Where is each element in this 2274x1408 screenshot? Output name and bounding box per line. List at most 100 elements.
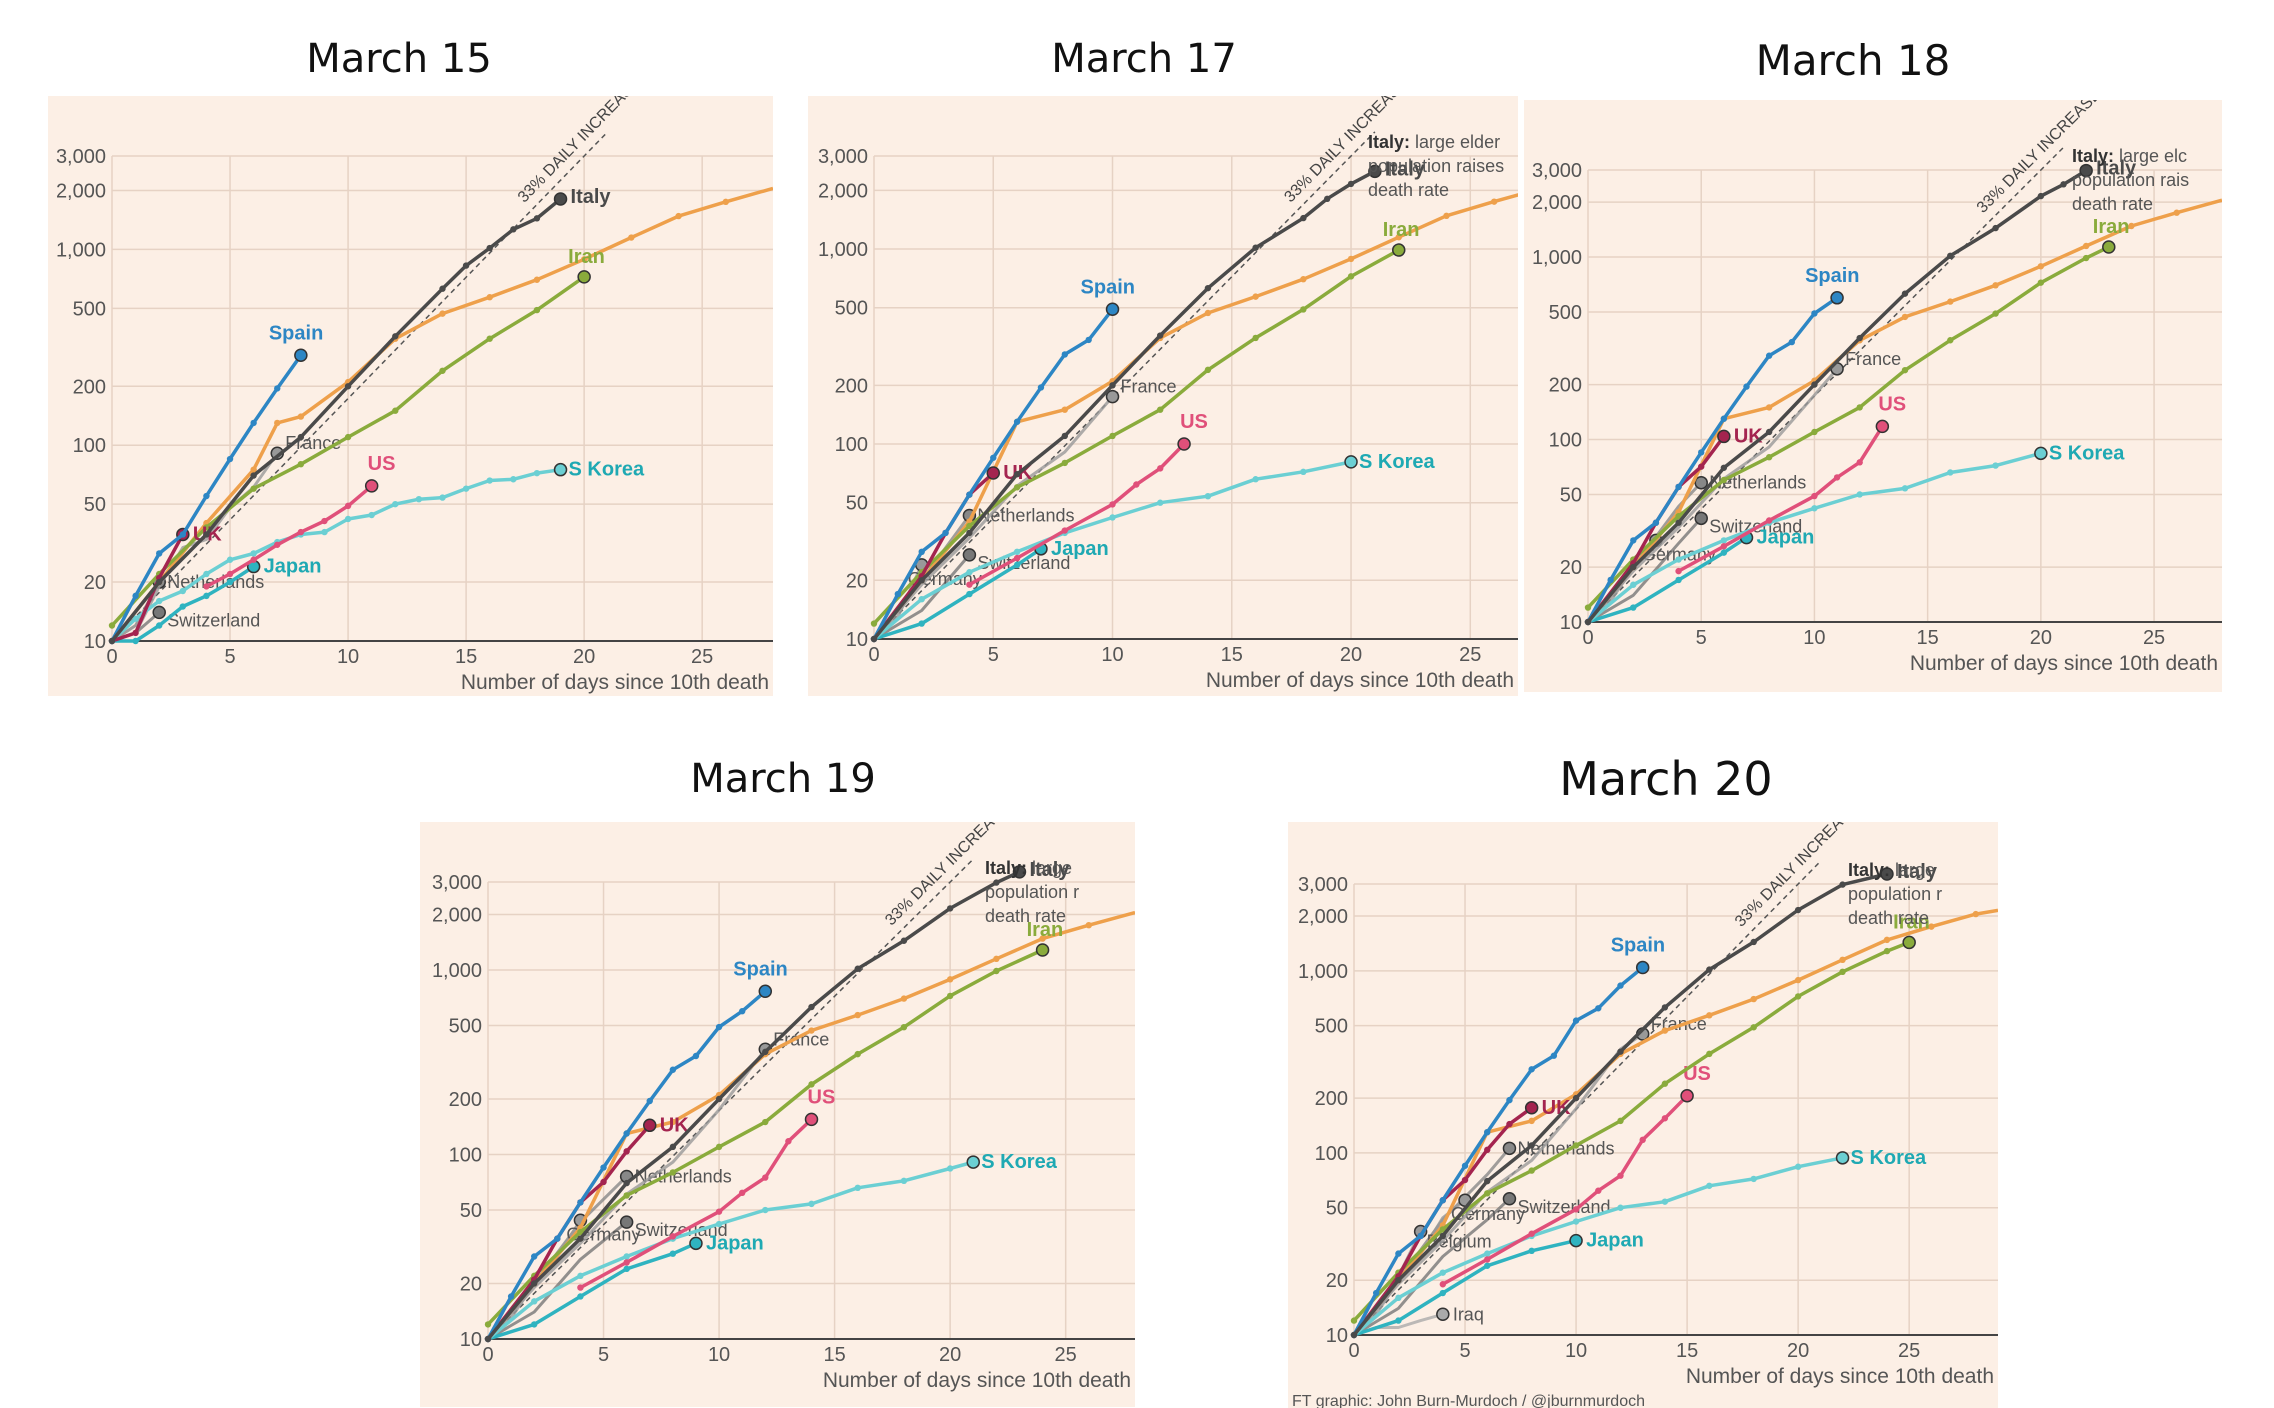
- data-point-iran: [1972, 910, 1979, 918]
- data-point-s-korea: [808, 1200, 815, 1208]
- y-tick-label: 200: [835, 375, 868, 397]
- data-point-italy: [510, 226, 517, 233]
- data-point-s-korea: [533, 469, 541, 477]
- data-point-iran-green: [966, 522, 973, 530]
- data-point-spain: [1439, 1197, 1447, 1204]
- y-tick-label: 10: [84, 631, 106, 653]
- endpoint-uk: [986, 466, 1001, 480]
- series-label-s-korea: S Korea: [1359, 451, 1435, 473]
- data-point-spain: [1506, 1096, 1513, 1104]
- data-point-us: [1811, 492, 1818, 500]
- data-point-s-korea: [1484, 1250, 1491, 1257]
- data-point-italy: [808, 1003, 815, 1011]
- data-point-iran-green: [715, 1143, 723, 1151]
- data-point-s-korea: [1811, 505, 1818, 512]
- y-tick-label: 2,000: [1532, 192, 1582, 214]
- y-tick-label: 3,000: [818, 146, 868, 168]
- data-point-s-korea: [531, 1298, 538, 1305]
- series-line-s-korea: [486, 1160, 974, 1341]
- data-point-us: [1484, 1256, 1491, 1263]
- data-point-iran-green: [623, 1192, 630, 1199]
- data-point-iran-green: [1061, 459, 1069, 467]
- data-point-japan: [918, 620, 925, 627]
- data-point-spain: [894, 590, 902, 598]
- data-point-italy: [1675, 519, 1682, 526]
- series-line-iran-green: [872, 248, 1400, 625]
- y-tick-label: 1,000: [56, 239, 106, 261]
- data-point-us: [1572, 1206, 1580, 1213]
- data-point-italy: [1323, 195, 1331, 203]
- x-tick-label: 25: [691, 646, 713, 668]
- data-point-iran-green: [762, 1118, 769, 1126]
- series-label-uk: UK: [1734, 425, 1763, 447]
- x-tick-label: 15: [1221, 644, 1243, 666]
- data-point-iran: [1883, 936, 1891, 944]
- y-tick-label: 50: [1326, 1198, 1348, 1220]
- series-label-us: US: [1878, 393, 1906, 415]
- endpoint-iran-green: [1902, 935, 1916, 950]
- data-point-iran: [1992, 282, 1999, 289]
- data-point-s-korea: [462, 485, 470, 492]
- data-point-spain: [918, 548, 925, 556]
- y-tick-label: 200: [1315, 1088, 1348, 1110]
- data-point-s-korea: [1157, 499, 1164, 506]
- data-point-italy: [623, 1179, 630, 1187]
- data-point-japan: [966, 590, 973, 598]
- data-point-iran: [1947, 298, 1954, 305]
- data-point-iran: [1085, 921, 1092, 929]
- data-point-us: [250, 556, 257, 563]
- data-point-iran-green: [344, 433, 352, 441]
- data-point-iran: [1839, 956, 1846, 964]
- series-label-spain: Spain: [269, 322, 323, 344]
- data-point-italy: [1013, 471, 1021, 478]
- data-point-italy: [715, 1095, 723, 1103]
- data-point-japan: [1528, 1247, 1535, 1255]
- data-point-us: [1528, 1230, 1535, 1237]
- data-point-iran: [1395, 233, 1402, 241]
- data-point-uk: [1698, 463, 1705, 470]
- endpoint-us: [804, 1112, 819, 1127]
- data-point-s-korea: [368, 511, 375, 519]
- y-tick-label: 1,000: [818, 239, 868, 261]
- y-tick-label: 10: [1326, 1325, 1348, 1347]
- series-label-iran-green: Iran: [568, 246, 605, 268]
- guide-line-33pct: [1587, 146, 2065, 623]
- italy-annotation-line: Italy: large elder: [1368, 132, 1500, 152]
- y-tick-label: 20: [1326, 1270, 1348, 1292]
- data-point-spain: [1765, 352, 1773, 359]
- series-line-spain: [1352, 966, 1644, 1336]
- data-point-iran: [628, 234, 635, 241]
- data-point-italy: [1109, 382, 1116, 389]
- data-point-spain: [507, 1293, 515, 1300]
- data-point-iran-green: [533, 306, 541, 314]
- endpoint-uk: [1717, 429, 1731, 444]
- data-point-iran-green: [1347, 273, 1355, 280]
- y-tick-label: 200: [1549, 375, 1582, 397]
- series-label-iran-green: Iran: [1893, 911, 1930, 933]
- data-point-iran-green: [108, 622, 116, 629]
- data-point-spain: [179, 531, 187, 538]
- data-point-iran: [2128, 222, 2135, 230]
- data-point-s-korea: [854, 1184, 861, 1192]
- data-point-spain: [600, 1164, 607, 1171]
- italy-annotation-line: death rate: [2072, 194, 2153, 214]
- data-point-japan: [132, 637, 139, 645]
- data-point-us: [344, 502, 352, 510]
- data-point-us: [785, 1138, 792, 1145]
- data-point-japan: [531, 1321, 538, 1328]
- endpoint-switzerland: [619, 1215, 634, 1229]
- data-point-uk: [600, 1178, 607, 1186]
- x-tick-label: 5: [1696, 627, 1707, 649]
- data-point-s-korea: [1675, 556, 1682, 563]
- data-point-us: [1617, 1172, 1624, 1179]
- data-point-s-korea: [966, 569, 973, 576]
- ft-credit: FT graphic: John Burn-Murdoch / @jburnmu…: [1292, 1393, 1645, 1408]
- italy-annotation-line: population rais: [2072, 170, 2189, 190]
- data-point-us: [738, 1189, 746, 1197]
- data-point-iran: [1794, 976, 1802, 984]
- data-point-spain: [1743, 383, 1750, 390]
- data-point-italy: [1765, 428, 1773, 436]
- y-tick-label: 3,000: [432, 872, 482, 894]
- y-tick-label: 500: [1315, 1016, 1348, 1038]
- x-tick-label: 0: [482, 1344, 493, 1366]
